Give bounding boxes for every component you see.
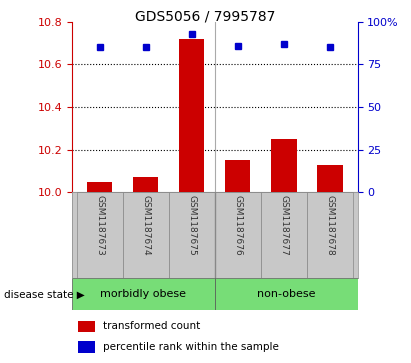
Text: GSM1187674: GSM1187674 — [141, 195, 150, 256]
Bar — [179, 39, 204, 192]
Bar — [307, 192, 353, 278]
Text: GSM1187678: GSM1187678 — [326, 195, 335, 256]
Bar — [78, 341, 95, 352]
Bar — [122, 192, 169, 278]
Bar — [225, 160, 250, 192]
Bar — [72, 278, 215, 310]
Bar — [76, 192, 122, 278]
Bar — [78, 321, 95, 332]
Text: GDS5056 / 7995787: GDS5056 / 7995787 — [135, 9, 276, 23]
Text: GSM1187676: GSM1187676 — [233, 195, 242, 256]
Text: morbidly obese: morbidly obese — [100, 289, 186, 299]
Bar — [87, 182, 112, 192]
Bar — [261, 192, 307, 278]
Text: percentile rank within the sample: percentile rank within the sample — [103, 342, 279, 352]
Text: transformed count: transformed count — [103, 322, 201, 331]
Text: GSM1187673: GSM1187673 — [95, 195, 104, 256]
Text: GSM1187675: GSM1187675 — [187, 195, 196, 256]
Bar — [215, 192, 261, 278]
Text: GSM1187677: GSM1187677 — [279, 195, 289, 256]
Bar — [317, 165, 343, 192]
Text: disease state ▶: disease state ▶ — [4, 289, 85, 299]
Bar — [215, 278, 358, 310]
Bar — [169, 192, 215, 278]
Bar — [133, 178, 158, 192]
Bar — [271, 139, 296, 192]
Text: non-obese: non-obese — [257, 289, 315, 299]
